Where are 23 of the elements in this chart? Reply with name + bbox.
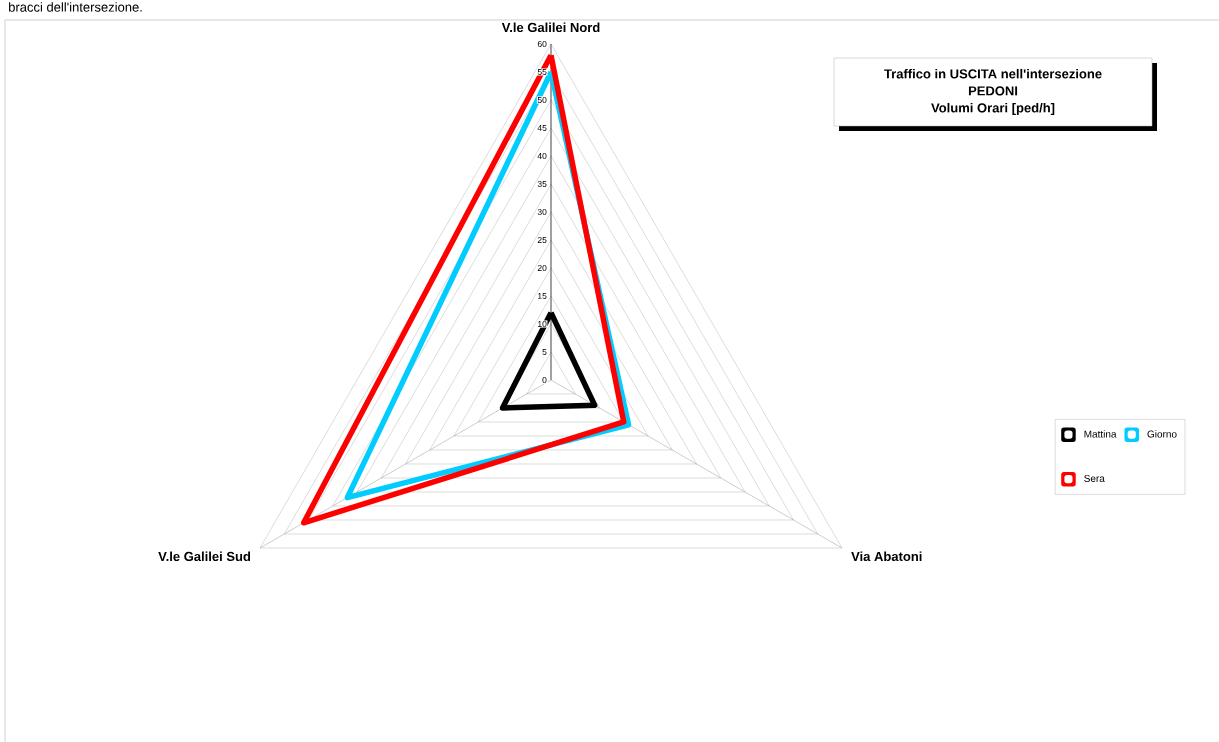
- text: Volumi Orari [ped/h]: [931, 102, 1055, 116]
- y-tick-label: 55: [537, 69, 547, 75]
- spoke-label: V.le Galilei Sud: [158, 551, 251, 562]
- y-tick-label: 25: [537, 236, 547, 243]
- legend-label: Sera: [1084, 474, 1105, 482]
- y-tick-label: 40: [537, 152, 547, 159]
- text: PEDONI: [968, 86, 1018, 96]
- text: Traffico in USCITA nell'intersezione: [884, 68, 1102, 79]
- y-tick-label: 30: [537, 208, 547, 215]
- y-tick-label: 45: [537, 125, 547, 131]
- y-tick-label: 60: [537, 40, 547, 47]
- y-tick-label: 0: [542, 376, 547, 383]
- y-tick-label: 50: [537, 96, 547, 103]
- text: bracci dell'intersezione.: [9, 2, 142, 12]
- y-tick-label: 10: [538, 320, 547, 327]
- y-tick-label: 5: [542, 349, 547, 355]
- legend-label: Giorno: [1147, 430, 1177, 438]
- legend-label: Mattina: [1084, 430, 1117, 438]
- spoke-label: Via Abatoni: [851, 551, 922, 562]
- y-tick-label: 15: [538, 293, 547, 299]
- y-tick-label: 20: [537, 264, 547, 271]
- spoke-label: V.le Galilei Nord: [501, 22, 600, 33]
- y-tick-label: 35: [537, 180, 547, 187]
